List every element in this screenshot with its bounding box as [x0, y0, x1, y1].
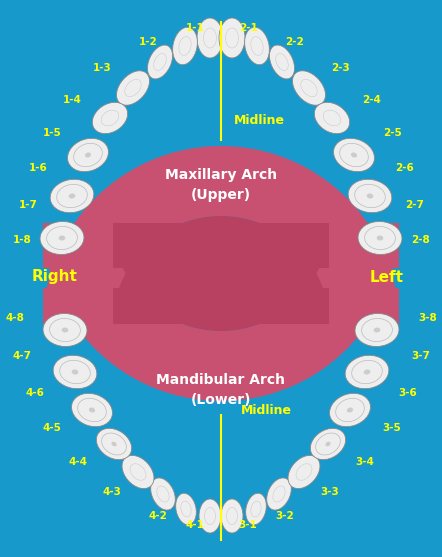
- Ellipse shape: [197, 18, 223, 58]
- Ellipse shape: [92, 102, 128, 134]
- Ellipse shape: [96, 428, 132, 460]
- Ellipse shape: [175, 493, 196, 525]
- Ellipse shape: [348, 179, 392, 213]
- Wedge shape: [43, 146, 399, 324]
- Text: 3-7: 3-7: [412, 351, 431, 361]
- Text: 4-4: 4-4: [69, 457, 88, 467]
- Text: 1-6: 1-6: [29, 163, 47, 173]
- Ellipse shape: [267, 478, 291, 510]
- Ellipse shape: [288, 456, 320, 488]
- Ellipse shape: [43, 314, 87, 346]
- Ellipse shape: [50, 179, 94, 213]
- Wedge shape: [113, 223, 329, 331]
- Text: 1-3: 1-3: [93, 63, 111, 73]
- Text: Mandibular Arch
(Lower): Mandibular Arch (Lower): [156, 373, 286, 407]
- Ellipse shape: [367, 193, 373, 198]
- Text: 4-8: 4-8: [6, 313, 24, 323]
- Ellipse shape: [244, 27, 269, 65]
- Text: 1-4: 1-4: [63, 95, 81, 105]
- Ellipse shape: [219, 18, 245, 58]
- Text: 3-2: 3-2: [276, 511, 294, 521]
- Bar: [113, 288, 329, 324]
- Ellipse shape: [173, 27, 198, 65]
- Ellipse shape: [358, 222, 402, 255]
- Text: 3-3: 3-3: [320, 487, 339, 497]
- Text: Maxillary Arch
(Upper): Maxillary Arch (Upper): [165, 168, 277, 202]
- Text: 1-2: 1-2: [139, 37, 157, 47]
- Ellipse shape: [151, 478, 175, 510]
- Text: 2-2: 2-2: [286, 37, 305, 47]
- Ellipse shape: [334, 138, 374, 172]
- Text: Right: Right: [32, 270, 78, 285]
- Bar: [43, 256, 399, 268]
- Bar: [329, 288, 399, 324]
- Text: 2-3: 2-3: [331, 63, 349, 73]
- Ellipse shape: [330, 393, 370, 427]
- Text: 2-5: 2-5: [383, 128, 401, 138]
- Wedge shape: [113, 216, 329, 324]
- Text: 3-8: 3-8: [419, 313, 438, 323]
- Ellipse shape: [85, 153, 91, 158]
- Ellipse shape: [40, 222, 84, 255]
- Text: 1-7: 1-7: [19, 200, 38, 210]
- Ellipse shape: [199, 499, 221, 533]
- Text: 2-8: 2-8: [412, 235, 431, 245]
- Ellipse shape: [62, 328, 69, 333]
- Bar: [43, 223, 113, 268]
- Bar: [43, 288, 113, 324]
- Text: 3-5: 3-5: [383, 423, 401, 433]
- Ellipse shape: [89, 408, 95, 413]
- Bar: [329, 223, 399, 268]
- Ellipse shape: [345, 355, 389, 389]
- Text: 3-1: 3-1: [239, 520, 257, 530]
- Ellipse shape: [293, 71, 325, 105]
- Ellipse shape: [351, 153, 357, 158]
- Text: Midline: Midline: [240, 403, 292, 417]
- Wedge shape: [43, 223, 399, 401]
- Ellipse shape: [364, 369, 370, 374]
- Ellipse shape: [347, 408, 353, 413]
- Ellipse shape: [355, 314, 399, 346]
- Ellipse shape: [72, 393, 112, 427]
- Ellipse shape: [122, 456, 154, 488]
- Ellipse shape: [72, 369, 78, 374]
- Text: 2-4: 2-4: [362, 95, 381, 105]
- Ellipse shape: [246, 493, 267, 525]
- Ellipse shape: [270, 45, 294, 79]
- Ellipse shape: [373, 328, 380, 333]
- Bar: [113, 223, 329, 268]
- Text: 4-2: 4-2: [149, 511, 168, 521]
- Bar: [43, 288, 399, 300]
- Ellipse shape: [59, 236, 65, 241]
- Ellipse shape: [68, 138, 108, 172]
- Text: 2-1: 2-1: [239, 23, 257, 33]
- Ellipse shape: [221, 499, 243, 533]
- Ellipse shape: [117, 71, 149, 105]
- Text: 4-5: 4-5: [42, 423, 61, 433]
- Text: 3-6: 3-6: [399, 388, 417, 398]
- Ellipse shape: [111, 442, 117, 446]
- Text: 4-7: 4-7: [12, 351, 31, 361]
- Ellipse shape: [310, 428, 346, 460]
- Text: 1-1: 1-1: [186, 23, 204, 33]
- Ellipse shape: [325, 442, 331, 446]
- Text: 4-6: 4-6: [26, 388, 45, 398]
- Ellipse shape: [53, 355, 97, 389]
- Text: 2-7: 2-7: [406, 200, 424, 210]
- Text: 3-4: 3-4: [355, 457, 374, 467]
- Ellipse shape: [314, 102, 350, 134]
- Ellipse shape: [69, 193, 75, 198]
- Text: 4-1: 4-1: [186, 520, 205, 530]
- Text: 4-3: 4-3: [103, 487, 122, 497]
- Text: 1-5: 1-5: [42, 128, 61, 138]
- Text: 1-8: 1-8: [13, 235, 31, 245]
- Text: Midline: Midline: [233, 114, 285, 126]
- Ellipse shape: [148, 45, 172, 79]
- Text: 2-6: 2-6: [396, 163, 415, 173]
- Ellipse shape: [377, 236, 383, 241]
- Text: Left: Left: [370, 270, 404, 285]
